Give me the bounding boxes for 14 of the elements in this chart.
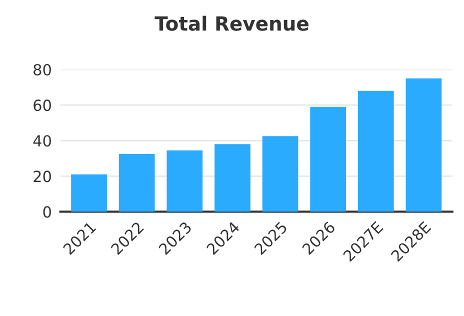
y-tick-label: 0 [43, 206, 51, 218]
bar [214, 144, 250, 212]
y-tick-label: 40 [33, 135, 51, 147]
bar [166, 150, 203, 212]
y-tick-label: 20 [34, 170, 51, 182]
bar [262, 136, 298, 212]
bar [71, 174, 107, 212]
chart-title: Total Revenue [154, 16, 308, 31]
y-tick-label: 60 [34, 100, 51, 112]
y-tick-label: 80 [34, 64, 51, 76]
bar [406, 78, 442, 212]
bar [358, 90, 394, 212]
bar [118, 154, 155, 212]
bar [310, 106, 346, 212]
